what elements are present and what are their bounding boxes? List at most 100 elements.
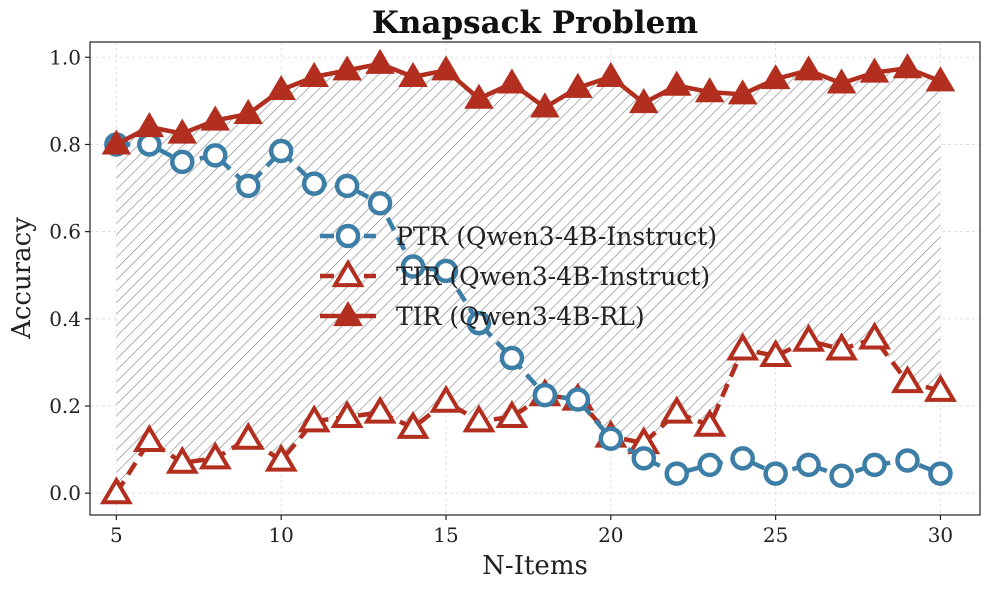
data-point <box>431 55 461 81</box>
shaded-region <box>116 63 941 494</box>
hatched-gap-area <box>116 63 941 494</box>
data-point <box>203 143 228 168</box>
legend-marker <box>331 259 365 288</box>
data-point <box>826 68 857 94</box>
data-point <box>793 55 824 81</box>
data-point <box>532 382 558 408</box>
data-point <box>726 332 760 361</box>
legend-item-tir-qwen3-4b-instruct: TIR (Qwen3-4B-Instruct) <box>320 259 710 291</box>
data-point <box>697 452 722 478</box>
x-axis-label: N-Items <box>482 551 588 581</box>
data-point <box>892 53 923 79</box>
y-tick-label: 1.0 <box>49 45 81 69</box>
data-point <box>301 171 327 196</box>
series-ptr-qwen3-4b-instruct <box>104 132 953 489</box>
ticks: 5 10 15 20 25 30 0.0 0.2 0.4 0.6 0.8 1.0 <box>49 45 953 547</box>
data-point <box>367 191 393 216</box>
data-point <box>101 129 132 155</box>
data-point <box>363 395 397 424</box>
data-point <box>99 476 133 505</box>
data-point <box>760 64 791 90</box>
series-tir-qwen3-4b-rl <box>101 48 956 155</box>
legend-label: PTR (Qwen3-4B-Instruct) <box>396 222 717 251</box>
data-point <box>598 426 624 451</box>
x-tick-label: 5 <box>110 523 123 547</box>
data-point <box>365 48 395 74</box>
data-point <box>264 443 298 472</box>
data-point <box>137 132 162 157</box>
legend-item-ptr-qwen3-4b-instruct: PTR (Qwen3-4B-Instruct) <box>320 222 717 251</box>
data-point <box>862 452 887 478</box>
data-point <box>233 98 263 125</box>
data-point <box>890 365 924 394</box>
data-point <box>165 445 199 474</box>
data-point <box>464 83 494 109</box>
data-point <box>198 441 232 470</box>
data-point <box>825 332 859 361</box>
data-point <box>661 70 692 96</box>
data-point <box>231 421 265 450</box>
series-group <box>99 48 957 505</box>
legend: PTR (Qwen3-4B-Instruct) TIR (Qwen3-4B-Ins… <box>320 222 717 331</box>
legend-item-tir-qwen3-4b-rl: TIR (Qwen3-4B-RL) <box>320 301 645 331</box>
y-tick-label: 0.6 <box>49 220 81 244</box>
data-point <box>730 446 755 471</box>
legend-marker <box>335 223 361 249</box>
data-point <box>266 74 296 101</box>
data-point <box>563 72 593 98</box>
data-point <box>466 310 492 336</box>
data-point <box>895 448 920 473</box>
data-point <box>330 399 364 429</box>
data-point <box>664 461 689 486</box>
x-tick-label: 20 <box>598 523 623 547</box>
data-point <box>763 461 788 486</box>
y-axis-label: Accuracy <box>7 217 37 340</box>
data-point <box>499 345 525 371</box>
data-point <box>268 138 294 164</box>
data-point <box>495 399 529 429</box>
data-point <box>398 61 428 87</box>
data-point <box>925 66 956 92</box>
y-tick-label: 0.0 <box>49 481 81 505</box>
data-point <box>693 408 727 437</box>
data-point <box>629 88 659 114</box>
x-tick-label: 10 <box>268 523 293 547</box>
data-point <box>829 463 854 489</box>
x-tick-label: 15 <box>433 523 458 547</box>
data-point <box>396 410 430 439</box>
data-point <box>334 173 360 199</box>
data-point <box>200 105 231 131</box>
data-point <box>462 404 496 433</box>
data-point <box>660 395 694 424</box>
data-point <box>565 387 591 412</box>
data-point <box>170 149 195 175</box>
data-point <box>297 404 331 433</box>
data-point <box>132 423 166 452</box>
data-point <box>530 92 560 118</box>
data-point <box>858 321 892 350</box>
data-point <box>235 173 261 199</box>
y-tick-label: 0.2 <box>49 394 81 418</box>
y-tick-label: 0.8 <box>49 132 81 156</box>
data-point <box>596 61 626 87</box>
legend-marker <box>333 301 363 327</box>
data-point <box>631 446 657 471</box>
data-point <box>859 57 890 83</box>
chart-title: Knapsack Problem <box>372 5 698 41</box>
plot-frame <box>89 41 981 516</box>
data-point <box>332 55 362 81</box>
y-tick-label: 0.4 <box>49 307 81 331</box>
data-point <box>923 373 957 402</box>
legend-label: TIR (Qwen3-4B-RL) <box>396 302 645 331</box>
data-point <box>727 79 758 105</box>
data-point <box>134 112 165 138</box>
legend-label: TIR (Qwen3-4B-Instruct) <box>396 262 710 291</box>
data-point <box>694 77 725 103</box>
data-point <box>796 452 821 478</box>
data-point <box>299 61 329 87</box>
data-point <box>429 384 463 413</box>
data-point <box>792 323 826 352</box>
x-tick-label: 25 <box>763 523 788 547</box>
data-point <box>928 461 953 486</box>
